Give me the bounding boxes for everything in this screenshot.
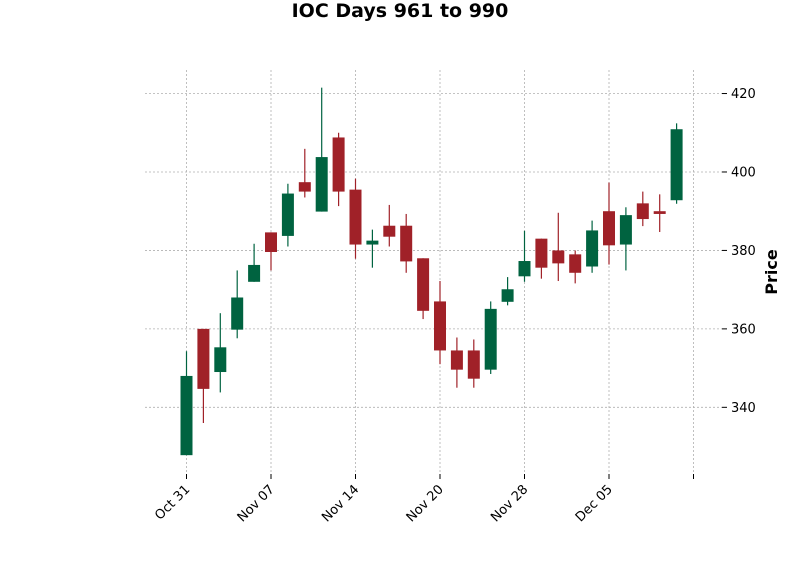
x-tick-label: Nov 14 [319,482,362,525]
candle-down [569,250,582,284]
candle-down [417,258,430,320]
x-axis: Oct 31 Nov 07 Nov 14 Nov 20 Nov 28 Dec 05 [152,474,694,525]
candle-body [417,258,430,311]
candle-down [653,194,666,232]
y-axis-label: Price [762,249,781,295]
x-tick-label: Dec 05 [573,482,616,525]
candle-down [400,213,413,273]
candle-body [518,261,531,277]
candle-down [552,212,565,282]
candle-down [636,191,649,227]
candle-body [670,129,683,201]
candle-down [535,238,548,279]
candle-up [586,220,599,273]
y-tick-label: 380 [731,244,756,259]
y-axis: 340 360 380 400 420 [722,87,756,416]
candle-up [366,229,379,268]
y-tick-label: 400 [731,165,756,180]
y-tick-label: 340 [731,401,756,416]
candle-down [265,232,277,271]
candle-up [315,87,328,212]
candle-down [332,132,345,207]
candle-body [265,232,277,252]
candle-down [467,339,480,388]
candle-body [653,211,666,214]
candle-body [450,350,463,370]
candle-body [552,250,565,264]
candle-down [383,204,396,247]
candle-up [670,123,683,204]
candle-body [214,347,227,373]
candle-body [467,350,480,379]
candle-body [315,157,328,212]
candle-body [586,230,599,267]
y-tick-label: 360 [731,322,756,337]
candle-body [603,211,615,246]
candle-up [214,313,227,393]
candle-body [434,301,446,351]
candle-body [332,137,345,192]
candle-body [248,264,261,282]
candle-body [231,297,244,330]
chart-title: IOC Days 961 to 990 [292,0,509,22]
candle-up [281,183,294,247]
candle-body [484,308,497,370]
candle-body [366,240,379,245]
candle-body [349,189,362,245]
candle-down [434,281,446,365]
candle-up [518,230,531,282]
candle-up [501,277,514,306]
candle-body [535,238,548,268]
candle-up [619,207,632,271]
candle-body [501,289,514,302]
candle-down [603,182,615,265]
candle-down [197,328,210,424]
candle-up [248,243,261,282]
candle-body [298,182,311,192]
grid [145,70,722,474]
candle-up [231,270,244,339]
x-tick-label: Nov 20 [404,482,447,525]
candle-body [281,193,294,236]
x-tick-label: Nov 07 [235,482,278,525]
candle-body [383,225,396,237]
candle-up [180,351,193,456]
candle-body [180,375,193,456]
x-tick-label: Nov 28 [488,482,531,525]
candle-up [484,301,497,374]
candle-down [450,337,463,388]
candle-down [349,178,362,259]
candle-body [569,254,582,273]
candle-body [400,225,413,262]
x-tick-label: Oct 31 [152,482,193,523]
candle-body [619,215,632,245]
candle-body [197,328,210,389]
candle-down [298,148,311,198]
candles [180,87,683,456]
candle-body [636,203,649,220]
y-tick-label: 420 [731,87,756,102]
